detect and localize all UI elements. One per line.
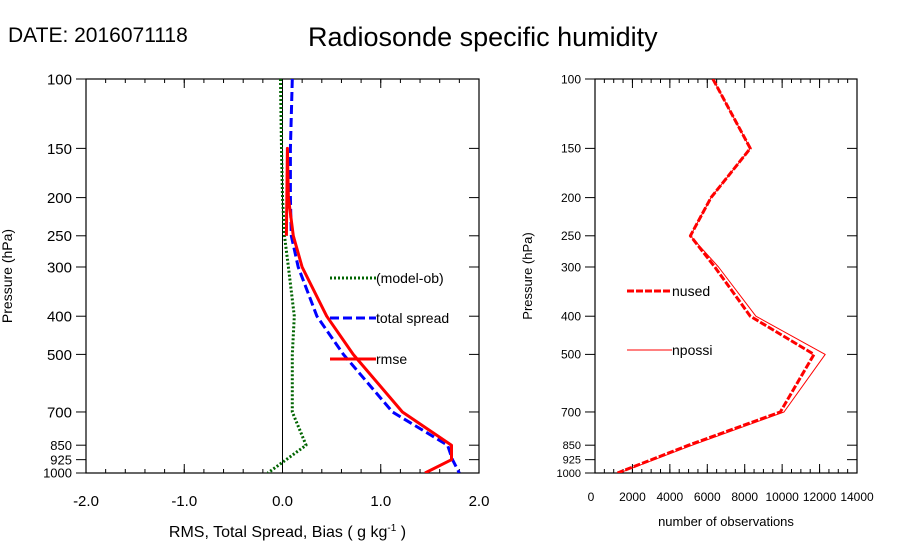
y-tick-label: 400 — [47, 309, 72, 326]
right-panel: 0 2000 4000 6000 8000 10000 12000 14000 100 150 20… — [520, 72, 874, 529]
x-tick-label: 10000 — [765, 490, 799, 504]
x-axis-label: number of observations — [658, 514, 794, 529]
y-tick-label: 925 — [563, 455, 581, 467]
y-tick-label: 1000 — [557, 468, 581, 480]
y-tick-label: 150 — [561, 142, 581, 156]
series-line-rmse — [284, 146, 453, 473]
legend-label: rmse — [376, 351, 407, 367]
date-label: DATE: 2016071118 — [8, 24, 188, 47]
y-tick-label: 100 — [561, 72, 581, 86]
x-tick-label: 0 — [588, 490, 595, 504]
y-tick-label: 100 — [47, 71, 72, 88]
series-line-nused — [616, 79, 816, 473]
y-tick-label: 150 — [47, 141, 72, 158]
y-axis-label: Pressure (hPa) — [0, 229, 15, 323]
y-tick-label: 250 — [47, 228, 72, 245]
legend-label: total spread — [376, 310, 449, 326]
series-line-totalspread — [288, 79, 461, 473]
left-panel: -2.0 -1.0 0.0 1.0 2.0 100 150 200 250 300 400 500 70… — [0, 71, 489, 541]
x-tick-label: 1.0 — [370, 493, 391, 510]
y-axis-label: Pressure (hPa) — [520, 232, 535, 319]
y-tick-label: 925 — [50, 452, 72, 467]
y-tick-label: 700 — [561, 405, 581, 419]
x-tick-label: -2.0 — [73, 493, 99, 510]
x-tick-label: 12000 — [803, 490, 837, 504]
plot-frame — [594, 78, 858, 474]
y-tick-label: 850 — [50, 438, 72, 453]
y-tick-label: 200 — [561, 191, 581, 205]
legend-label: (model-ob) — [376, 270, 444, 286]
x-tick-label: 2000 — [619, 490, 646, 504]
series-line-npossi — [619, 79, 826, 473]
y-tick-label: 500 — [561, 348, 581, 362]
y-tick-label: 500 — [47, 347, 72, 364]
y-tick-label: 300 — [47, 259, 72, 276]
y-tick-label: 250 — [561, 229, 581, 243]
y-tick-label: 400 — [561, 310, 581, 324]
legend-label: npossi — [672, 342, 712, 358]
x-tick-label: 4000 — [657, 490, 684, 504]
y-tick-label: 1000 — [43, 466, 72, 481]
y-tick-label: 850 — [563, 440, 581, 452]
x-tick-label: 8000 — [731, 490, 758, 504]
y-tick-label: 200 — [47, 190, 72, 207]
y-tick-label: 300 — [561, 260, 581, 274]
x-tick-label: 6000 — [694, 490, 721, 504]
x-tick-label: 14000 — [840, 490, 874, 504]
legend-label: nused — [672, 283, 710, 299]
chart-title: Radiosonde specific humidity — [308, 22, 658, 52]
x-tick-label: 0.0 — [272, 493, 293, 510]
y-tick-label: 700 — [47, 404, 72, 421]
series-line-modelob — [266, 79, 308, 473]
x-tick-label: -1.0 — [171, 493, 197, 510]
x-axis-label: RMS, Total Spread, Bias ( g kg-1 ) — [169, 523, 406, 541]
x-tick-label: 2.0 — [469, 493, 490, 510]
